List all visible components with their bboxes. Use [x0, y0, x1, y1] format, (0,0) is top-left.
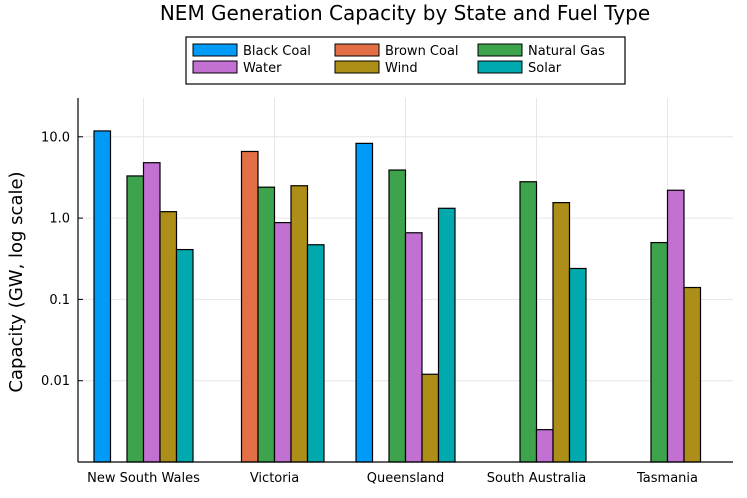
bar-black-coal	[355, 142, 374, 463]
bar-wind	[683, 286, 702, 463]
bar-wind	[552, 202, 571, 463]
legend-label: Solar	[528, 61, 562, 76]
legend-label: Wind	[385, 61, 418, 76]
legend-swatch	[477, 43, 523, 57]
y-tick-label: 0.1	[49, 293, 70, 308]
bar-wind	[159, 211, 178, 463]
legend-box	[185, 36, 626, 85]
bar-brown-coal	[240, 150, 259, 463]
y-tick-labels: 0.01 0.1 1.0 10.0	[41, 130, 83, 389]
legend-label: Water	[243, 61, 282, 76]
bar-water	[666, 189, 685, 463]
y-axis-label: Capacity (GW, log scale)	[6, 171, 27, 392]
chart-title: NEM Generation Capacity by State and Fue…	[160, 1, 650, 25]
bar-black-coal	[93, 130, 112, 463]
legend-swatch	[334, 43, 380, 57]
bar-water	[142, 162, 161, 463]
bar-natural-gas	[519, 181, 538, 463]
legend-label: Black Coal	[243, 44, 311, 59]
legend-swatch	[192, 60, 238, 74]
bar-natural-gas	[257, 186, 276, 463]
bar-natural-gas	[388, 169, 407, 463]
bar-wind	[290, 185, 309, 463]
legend: Black Coal Brown Coal Natural Gas Water Wind…	[185, 36, 626, 85]
bar-water	[273, 222, 292, 463]
legend-swatch	[477, 60, 523, 74]
legend-label: Natural Gas	[528, 44, 605, 59]
legend-label: Brown Coal	[385, 44, 459, 59]
bar-natural-gas	[650, 241, 669, 463]
y-tick-label: 0.01	[41, 374, 70, 389]
x-tick-label: South Australia	[487, 471, 586, 486]
x-tick-label: New South Wales	[87, 471, 200, 486]
bar-solar	[175, 248, 194, 463]
x-tick-label: Queensland	[367, 471, 445, 486]
legend-swatch	[334, 60, 380, 74]
y-tick-label: 10.0	[41, 130, 70, 145]
bars	[93, 130, 702, 463]
x-tick-label: Victoria	[250, 471, 299, 486]
bar-solar	[568, 267, 587, 463]
bar-solar	[306, 244, 325, 463]
bar-water	[535, 429, 554, 463]
bar-wind	[421, 373, 440, 463]
bar-solar	[437, 207, 456, 463]
x-tick-label: Tasmania	[636, 471, 698, 486]
bar-water	[404, 232, 423, 463]
y-tick-label: 1.0	[49, 212, 70, 227]
bar-natural-gas	[126, 175, 145, 463]
x-tick-labels: New South Wales Victoria Queensland South A…	[87, 457, 698, 486]
legend-swatch	[192, 43, 238, 57]
